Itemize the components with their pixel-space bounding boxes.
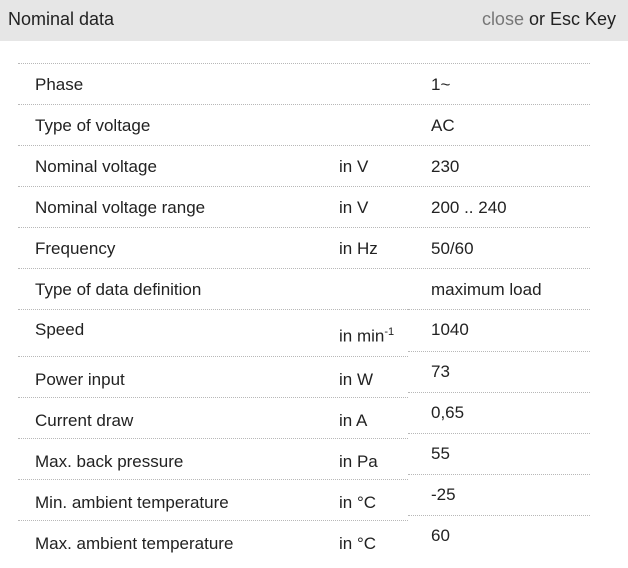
table-row: Power input in W [18,356,408,397]
table-row: Max. ambient temperature in °C [18,520,408,561]
row-value: 73 [431,362,450,381]
row-unit: in A [339,411,368,430]
close-link[interactable]: close [481,9,524,29]
value-cell: 1040 [408,309,590,351]
table-row: Min. ambient temperature in °C [18,479,408,520]
row-label: Type of data definition [35,280,202,299]
unit-text: in min [339,326,385,346]
row-label: Power input [35,370,125,389]
row-value: AC [431,116,455,135]
value-cell: 0,65 [408,392,590,433]
row-value: 0,65 [431,403,465,422]
dialog-title: Nominal data [8,9,115,29]
row-label: Frequency [35,239,116,258]
table-row: Max. back pressure in Pa [18,438,408,479]
row-label: Max. ambient temperature [35,534,234,553]
table-row: Type of voltage AC [18,104,590,145]
table-row: Current draw in A [18,397,408,438]
row-label: Current draw [35,411,134,430]
nominal-data-values: 1040 73 0,65 55 -25 60 [408,309,590,556]
table-row: Type of data definition maximum load [18,268,590,309]
table-row: Nominal voltage range in V 200 .. 240 [18,186,590,227]
row-label: Type of voltage [35,116,151,135]
close-hint-suffix: or Esc Key [523,9,616,29]
unit-exponent: -1 [384,326,395,338]
row-value: 230 [431,157,460,176]
value-cell: -25 [408,474,590,515]
row-value: 1~ [431,75,451,94]
dialog-header: Nominal data close or Esc Key [0,0,628,41]
value-cell: 55 [408,433,590,474]
row-value: maximum load [431,280,542,299]
row-unit: in min-1 [339,326,394,347]
row-label: Nominal voltage range [35,198,206,217]
close-hint: close or Esc Key [482,9,616,30]
row-unit: in Hz [339,239,378,258]
row-unit: in Pa [339,452,378,471]
value-cell: 60 [408,515,590,556]
table-row: Nominal voltage in V 230 [18,145,590,186]
row-value: -25 [431,485,456,504]
row-unit: in °C [339,493,377,512]
row-value: 50/60 [431,239,474,258]
row-label: Speed [35,320,85,339]
row-unit: in V [339,157,369,176]
row-unit: in V [339,198,369,217]
row-unit: in °C [339,534,377,553]
nominal-data-table: Phase 1~ Type of voltage AC Nominal volt… [18,63,590,561]
row-value: 200 .. 240 [431,198,507,217]
row-label: Phase [35,75,84,94]
row-value: 60 [431,526,450,545]
row-value: 1040 [431,320,469,339]
row-label: Max. back pressure [35,452,184,471]
table-row: Phase 1~ [18,63,590,104]
row-label: Nominal voltage [35,157,157,176]
row-value: 55 [431,444,450,463]
table-row: Speed in min-1 [18,309,408,356]
row-unit: in W [339,370,373,389]
row-label: Min. ambient temperature [35,493,229,512]
value-cell: 73 [408,351,590,392]
table-row: Frequency in Hz 50/60 [18,227,590,268]
